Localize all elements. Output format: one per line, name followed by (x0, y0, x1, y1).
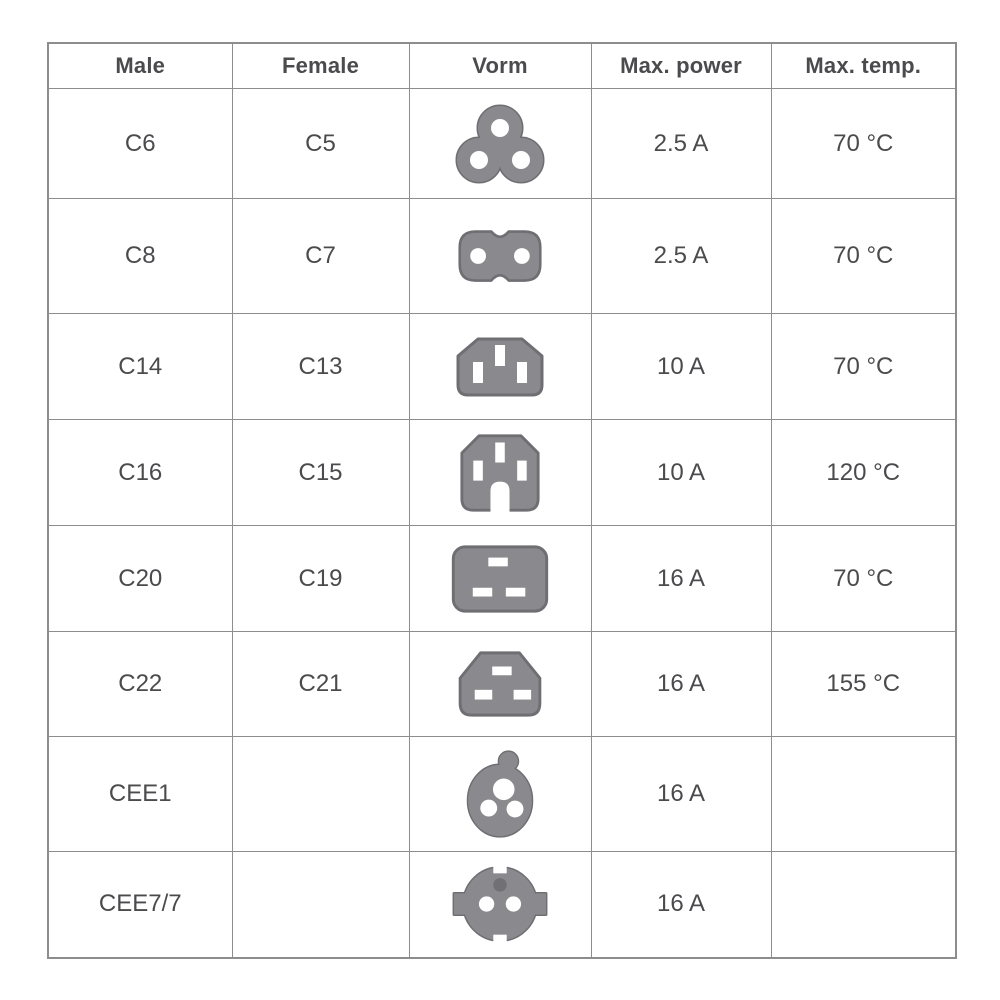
power-cell: 2.5 A (590, 198, 772, 314)
header-max-power: Max. power (590, 42, 772, 89)
vorm-cell (408, 736, 592, 852)
table-row: C20 C19 16 A 70 °C (47, 525, 957, 632)
vorm-cell (408, 419, 592, 526)
vorm-cell (408, 198, 592, 314)
power-cell: 2.5 A (590, 88, 772, 199)
header-max-temp: Max. temp. (770, 42, 957, 89)
male-cell: CEE7/7 (47, 851, 233, 958)
temp-cell: 155 °C (770, 631, 957, 737)
male-cell: C22 (47, 631, 233, 737)
temp-cell: 70 °C (770, 525, 957, 632)
vorm-cell (408, 313, 592, 420)
vorm-cell (408, 851, 592, 958)
header-male: Male (47, 42, 233, 89)
table-row: C6 C5 2.5 A 70 °C (47, 88, 957, 199)
cee7-7-schuko-connector-icon (410, 858, 590, 950)
temp-cell: 70 °C (770, 198, 957, 314)
power-cell: 16 A (590, 525, 772, 632)
male-cell: C14 (47, 313, 233, 420)
c13-connector-icon (410, 335, 590, 399)
power-cell: 16 A (590, 631, 772, 737)
table-row: CEE1 16 A (47, 736, 957, 852)
vorm-cell (408, 525, 592, 632)
connector-types-table: Male Female Vorm Max. power Max. temp. C… (47, 42, 957, 959)
c5-cloverleaf-connector-icon (410, 100, 590, 188)
temp-cell (770, 851, 957, 958)
power-cell: 10 A (590, 419, 772, 526)
vorm-cell (408, 88, 592, 199)
c19-connector-icon (410, 543, 590, 615)
table-row: C14 C13 10 A 70 °C (47, 313, 957, 420)
female-cell: C21 (231, 631, 410, 737)
male-cell: C20 (47, 525, 233, 632)
table-row: C8 C7 2.5 A 70 °C (47, 198, 957, 314)
temp-cell: 120 °C (770, 419, 957, 526)
temp-cell (770, 736, 957, 852)
temp-cell: 70 °C (770, 88, 957, 199)
c21-connector-icon (410, 649, 590, 719)
header-female: Female (231, 42, 410, 89)
vorm-cell (408, 631, 592, 737)
table-row: C22 C21 16 A 155 °C (47, 631, 957, 737)
table-row: CEE7/7 16 A (47, 851, 957, 958)
power-cell: 10 A (590, 313, 772, 420)
male-cell: C8 (47, 198, 233, 314)
power-cell: 16 A (590, 851, 772, 958)
connector-table-container: Male Female Vorm Max. power Max. temp. C… (47, 42, 957, 959)
table-row: C16 C15 10 A 120 °C (47, 419, 957, 526)
c15-connector-icon (410, 432, 590, 514)
female-cell: C7 (231, 198, 410, 314)
male-cell: C16 (47, 419, 233, 526)
female-cell: C19 (231, 525, 410, 632)
female-cell (231, 736, 410, 852)
female-cell: C15 (231, 419, 410, 526)
female-cell (231, 851, 410, 958)
female-cell: C5 (231, 88, 410, 199)
cee1-connector-icon (410, 745, 590, 843)
header-vorm: Vorm (408, 42, 592, 89)
temp-cell: 70 °C (770, 313, 957, 420)
header-row: Male Female Vorm Max. power Max. temp. (47, 42, 957, 89)
male-cell: CEE1 (47, 736, 233, 852)
female-cell: C13 (231, 313, 410, 420)
male-cell: C6 (47, 88, 233, 199)
power-cell: 16 A (590, 736, 772, 852)
c7-figure8-connector-icon (410, 228, 590, 284)
